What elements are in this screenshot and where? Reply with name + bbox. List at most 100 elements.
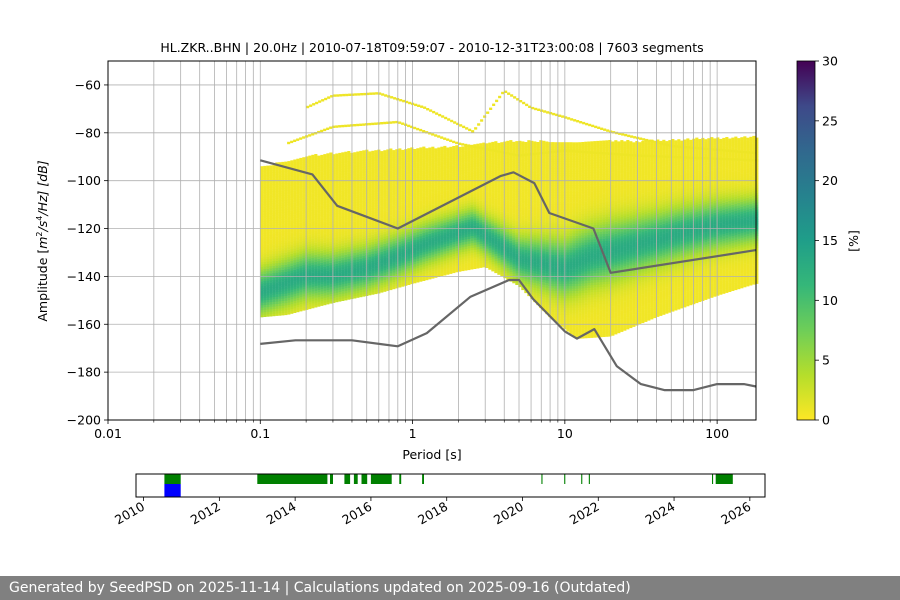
density-cell [317,304,320,307]
density-cell [485,232,488,235]
density-cell [452,211,455,214]
density-cell [278,291,281,294]
density-cell [509,190,512,193]
density-cell [413,154,416,157]
density-cell [296,290,299,293]
density-cell [287,192,290,195]
density-cell [383,169,386,172]
density-cell [407,261,410,264]
density-cell [446,246,449,249]
density-cell [275,246,278,249]
density-cell [317,290,320,293]
density-cell [356,278,359,281]
density-cell [398,172,401,175]
density-cell [461,201,464,204]
density-cell [392,191,395,194]
density-cell [368,178,371,181]
density-cell [341,231,344,234]
density-cell [473,204,476,207]
density-cell [260,197,263,200]
density-cell [392,186,395,189]
density-cell [434,211,437,214]
density-cell [371,282,374,285]
density-cell [470,200,473,203]
density-cell [266,302,269,305]
density-cell [485,167,488,170]
density-cell [263,226,266,229]
density-cell [344,252,347,255]
density-cell [464,158,467,161]
density-cell [308,263,311,266]
density-cell [380,228,383,231]
density-cell [284,255,287,258]
density-cell [272,268,275,271]
density-cell [368,195,371,198]
density-cell [290,244,293,247]
density-cell [416,189,419,192]
density-cell [416,203,419,206]
density-cell [308,278,311,281]
density-cell [479,191,482,194]
density-cell [326,230,329,233]
density-cell [509,248,512,251]
density-cell [446,210,449,213]
density-cell [344,286,347,289]
density-cell [341,243,344,246]
density-cell [503,206,506,209]
density-cell [422,199,425,202]
density-cell [437,222,440,225]
density-cell [428,267,431,270]
density-cell [299,299,302,302]
density-cell [494,168,497,171]
density-cell [287,231,290,234]
density-cell [284,312,287,315]
density-cell [260,202,263,205]
density-cell [473,240,476,243]
density-cell [380,290,383,293]
density-cell [413,254,416,257]
density-cell [443,251,446,254]
density-cell [296,159,299,162]
density-cell [467,220,470,223]
density-cell [473,175,476,178]
density-cell [260,200,263,203]
density-cell [278,177,281,180]
density-cell [398,156,401,159]
density-cell [371,192,374,195]
density-cell [302,184,305,187]
density-cell [302,219,305,222]
density-cell [380,264,383,267]
density-cell [383,272,386,275]
density-cell [368,278,371,281]
density-cell [413,235,416,238]
density-cell [485,256,488,259]
density-cell [272,182,275,185]
density-cell [422,238,425,241]
density-cell [464,199,467,202]
density-cell [467,148,470,151]
density-cell [488,145,491,148]
density-cell [320,212,323,215]
density-cell [323,224,326,227]
density-cell [428,188,431,191]
density-cell [464,146,467,149]
density-cell [302,277,305,280]
density-cell [326,261,329,264]
density-cell [293,308,296,311]
density-cell [425,182,428,185]
density-cell [446,207,449,210]
density-cell [506,162,509,165]
density-cell [431,216,434,219]
density-cell [368,230,371,233]
density-cell [320,239,323,242]
density-cell [263,283,266,286]
density-cell [374,234,377,237]
density-cell [293,160,296,163]
density-cell [320,277,323,280]
density-cell [368,154,371,157]
density-cell [266,237,269,240]
density-cell [272,280,275,283]
density-cell [383,258,386,261]
density-cell [461,254,464,257]
density-cell [470,159,473,162]
